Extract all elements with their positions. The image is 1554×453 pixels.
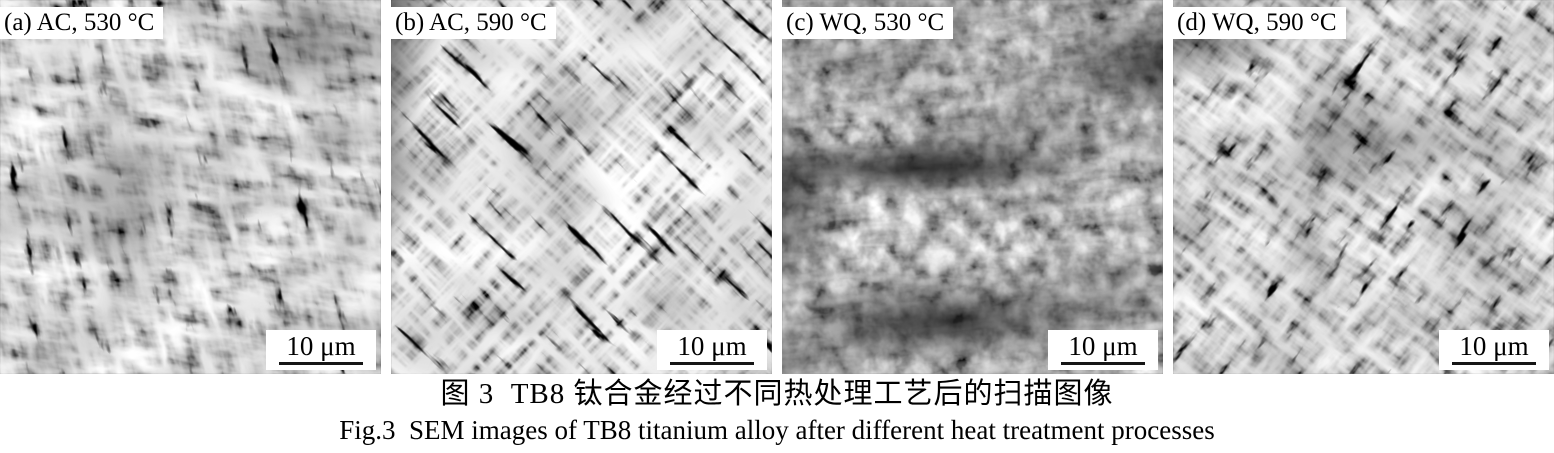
sem-texture-layer	[391, 0, 772, 374]
scale-bar-line	[279, 362, 363, 365]
sem-texture-layer	[782, 0, 1163, 374]
scale-bar-a: 10 μm	[266, 330, 376, 370]
sem-panel-c: (c) WQ, 530 °C 10 μm	[782, 0, 1163, 374]
scale-bar-label: 10 μm	[1068, 331, 1138, 361]
scale-bar-line	[1061, 362, 1145, 365]
scale-bar-label: 10 μm	[677, 331, 747, 361]
scale-bar-line	[670, 362, 754, 365]
sem-panel-a: (a) AC, 530 °C 10 μm	[0, 0, 381, 374]
scale-bar-line	[1452, 362, 1536, 365]
scale-bar-label: 10 μm	[1459, 331, 1529, 361]
scale-bar-b: 10 μm	[657, 330, 767, 370]
panel-label-d: (d) WQ, 590 °C	[1173, 7, 1346, 39]
panel-label-b: (b) AC, 590 °C	[391, 7, 556, 39]
sem-panel-row: (a) AC, 530 °C 10 μm (b) AC, 590 °C 10 μ…	[0, 0, 1554, 374]
scale-bar-d: 10 μm	[1439, 330, 1549, 370]
scale-bar-label: 10 μm	[286, 331, 356, 361]
sem-texture-layer	[0, 0, 381, 374]
caption-english: Fig.3 SEM images of TB8 titanium alloy a…	[339, 415, 1215, 445]
sem-panel-d: (d) WQ, 590 °C 10 μm	[1173, 0, 1554, 374]
caption-chinese: 图 3 TB8 钛合金经过不同热处理工艺后的扫描图像	[440, 378, 1114, 410]
sem-texture-layer	[1173, 0, 1554, 374]
panel-label-c: (c) WQ, 530 °C	[782, 7, 954, 39]
scale-bar-c: 10 μm	[1048, 330, 1158, 370]
panel-label-a: (a) AC, 530 °C	[0, 7, 164, 39]
figure-caption: 图 3 TB8 钛合金经过不同热处理工艺后的扫描图像 Fig.3 SEM ima…	[0, 376, 1554, 448]
sem-panel-b: (b) AC, 590 °C 10 μm	[391, 0, 772, 374]
